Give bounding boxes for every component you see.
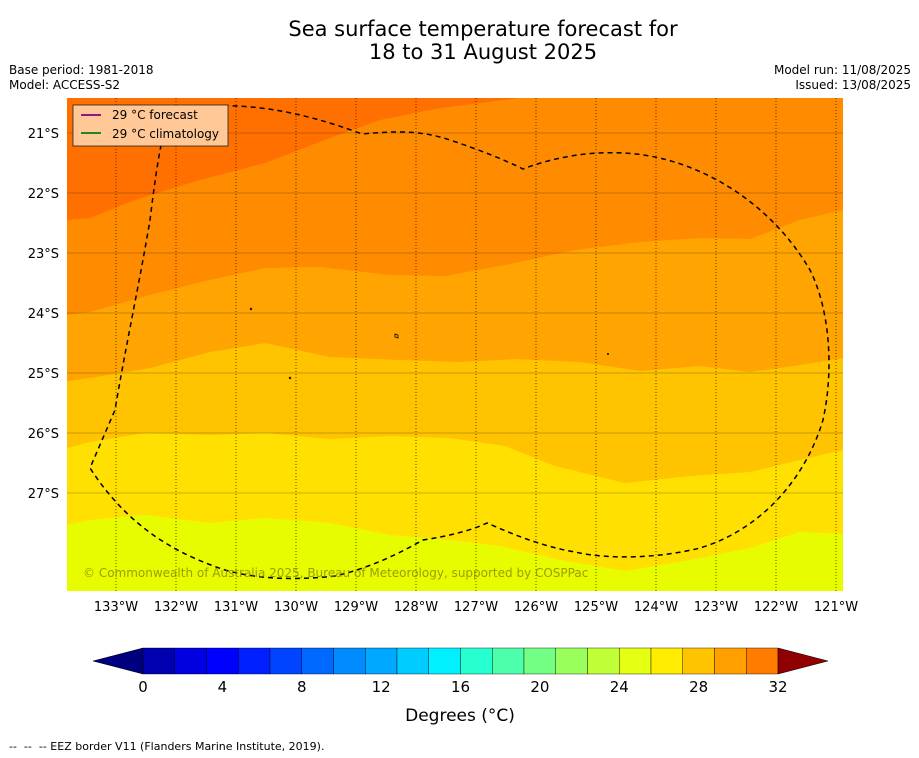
colorbar-segment <box>396 647 429 675</box>
lon-label: 129°W <box>334 600 378 615</box>
lon-label: 131°W <box>214 600 258 615</box>
lon-label: 121°W <box>814 600 858 615</box>
model-run: Model run: 11/08/2025 <box>773 63 911 77</box>
lon-axis-labels: 133°W 132°W 131°W 130°W 129°W 128°W 127°… <box>94 600 858 615</box>
copyright: © Commonwealth of Australia 2025, Bureau… <box>83 566 588 580</box>
colorbar-tick-label: 24 <box>610 678 629 696</box>
lon-label: 122°W <box>754 600 798 615</box>
colorbar-max-extend <box>777 647 829 675</box>
legend-box <box>72 104 229 147</box>
colorbar-segment <box>142 647 175 675</box>
colorbar-segment <box>650 647 683 675</box>
lon-label: 130°W <box>274 600 318 615</box>
eez-border <box>89 104 830 580</box>
lon-label: 126°W <box>514 600 558 615</box>
chart-title: Sea surface temperature forecast for 18 … <box>0 18 919 64</box>
grid-lines <box>115 98 837 591</box>
lon-label: 133°W <box>94 600 138 615</box>
lat-label: 26°S <box>28 427 59 442</box>
colorbar <box>92 647 829 675</box>
colorbar-tick-label: 12 <box>372 678 391 696</box>
title-line-2: 18 to 31 August 2025 <box>368 40 598 64</box>
colorbar-label: Degrees (°C) <box>405 706 515 726</box>
model-name: Model: ACCESS-S2 <box>9 78 121 92</box>
colorbar-segment <box>682 647 715 675</box>
colorbar-tick-label: 4 <box>218 678 228 696</box>
colorbar-tick-labels: 0 4 8 12 16 20 24 28 32 <box>138 678 787 696</box>
lat-label: 27°S <box>28 487 59 502</box>
lon-label: 125°W <box>574 600 618 615</box>
colorbar-segment <box>238 647 271 675</box>
lat-label: 24°S <box>28 307 59 322</box>
colorbar-segment <box>587 647 620 675</box>
title-line-1: Sea surface temperature forecast for <box>288 17 678 41</box>
footer-note: -- -- -- EEZ border V11 (Flanders Marine… <box>9 740 325 753</box>
lon-label: 123°W <box>694 600 738 615</box>
colorbar-tick-label: 28 <box>689 678 708 696</box>
lat-lines <box>67 132 843 494</box>
lat-label: 23°S <box>28 247 59 262</box>
lon-label: 132°W <box>154 600 198 615</box>
meta-left: Base period: 1981-2018 Model: ACCESS-S2 <box>9 63 154 93</box>
colorbar-tick-label: 0 <box>138 678 148 696</box>
legend-forecast-label: 29 °C forecast <box>112 108 198 122</box>
colorbar-segment <box>365 647 398 675</box>
colorbar-segment <box>269 647 302 675</box>
colorbar-tick-label: 32 <box>768 678 787 696</box>
colorbar-tick-label: 16 <box>451 678 470 696</box>
colorbar-segment <box>428 647 461 675</box>
sst-field: © Commonwealth of Australia 2025, Bureau… <box>67 98 843 591</box>
colorbar-segment <box>523 647 556 675</box>
colorbar-segment <box>714 647 747 675</box>
lon-label: 127°W <box>454 600 498 615</box>
colorbar-segment <box>555 647 588 675</box>
colorbar-min-extend <box>92 647 144 675</box>
lon-label: 128°W <box>394 600 438 615</box>
lat-label: 22°S <box>28 187 59 202</box>
colorbar-segment <box>619 647 652 675</box>
colorbar-segment <box>206 647 239 675</box>
colorbar-segment <box>746 647 779 675</box>
colorbar-tick-label: 20 <box>530 678 549 696</box>
map-legend: 29 °C forecast 29 °C climatology <box>72 104 229 147</box>
islands <box>249 307 610 380</box>
lon-label: 124°W <box>634 600 678 615</box>
lat-axis-labels: 21°S 22°S 23°S 24°S 25°S 26°S 27°S <box>28 127 59 502</box>
issued-date: Issued: 13/08/2025 <box>795 78 911 92</box>
legend-climatology-label: 29 °C climatology <box>112 127 219 141</box>
lat-label: 21°S <box>28 127 59 142</box>
colorbar-segment <box>174 647 207 675</box>
sst-band-25 <box>67 515 843 591</box>
colorbar-segment <box>492 647 525 675</box>
lat-label: 25°S <box>28 367 59 382</box>
colorbar-tick-label: 8 <box>297 678 307 696</box>
colorbar-segment <box>301 647 334 675</box>
meta-right: Model run: 11/08/2025 Issued: 13/08/2025 <box>774 63 911 93</box>
colorbar-segment <box>460 647 493 675</box>
colorbar-segment <box>333 647 366 675</box>
base-period: Base period: 1981-2018 <box>9 63 154 77</box>
